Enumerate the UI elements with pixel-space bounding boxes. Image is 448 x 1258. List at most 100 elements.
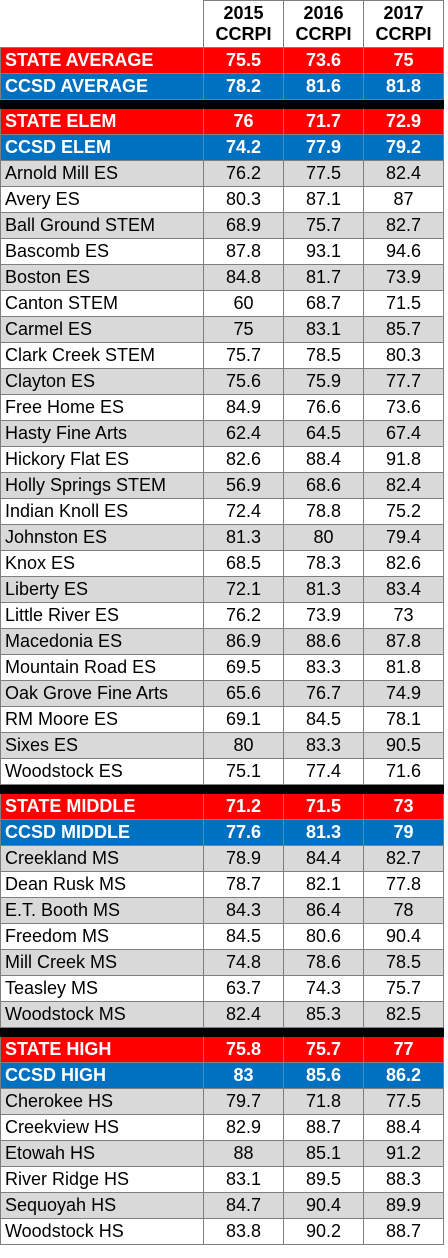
score-cell-2016: 78.5	[283, 342, 364, 369]
score-cell-2015: 82.4	[203, 1001, 284, 1028]
score-cell-2017: 73	[363, 602, 444, 629]
score-cell-2017: 91.8	[363, 446, 444, 473]
school-row: Arnold Mill ES 76.2 77.5 82.4	[0, 160, 444, 187]
row-name-cell: Mountain Road ES	[0, 654, 204, 681]
score-cell-2016: 87.1	[283, 186, 364, 213]
school-row: Holly Springs STEM 56.9 68.6 82.4	[0, 472, 444, 499]
school-row: Oak Grove Fine Arts 65.6 76.7 74.9	[0, 680, 444, 707]
school-row: River Ridge HS 83.1 89.5 88.3	[0, 1166, 444, 1193]
score-cell-2016: 76.7	[283, 680, 364, 707]
score-cell-2015: 75.5	[203, 47, 284, 74]
row-name-cell: CCSD AVERAGE	[0, 73, 204, 100]
score-cell-2017: 77	[363, 1036, 444, 1063]
school-row: Cherokee HS 79.7 71.8 77.5	[0, 1088, 444, 1115]
score-cell-2015: 77.6	[203, 819, 284, 846]
score-cell-2015: 60	[203, 290, 284, 317]
score-cell-2015: 78.2	[203, 73, 284, 100]
row-name-cell: Etowah HS	[0, 1140, 204, 1167]
score-cell-2016: 81.6	[283, 73, 364, 100]
score-cell-2017: 82.4	[363, 160, 444, 187]
row-name-cell: Oak Grove Fine Arts	[0, 680, 204, 707]
school-row: Hasty Fine Arts 62.4 64.5 67.4	[0, 420, 444, 447]
score-cell-2015: 75.7	[203, 342, 284, 369]
score-cell-2015: 86.9	[203, 628, 284, 655]
score-cell-2017: 79.4	[363, 524, 444, 551]
score-cell-2015: 63.7	[203, 975, 284, 1002]
score-cell-2015: 71.2	[203, 793, 284, 820]
score-cell-2015: 74.8	[203, 949, 284, 976]
score-cell-2015: 69.1	[203, 706, 284, 733]
row-name-cell: CCSD MIDDLE	[0, 819, 204, 846]
row-name-cell: RM Moore ES	[0, 706, 204, 733]
score-cell-2017: 90.4	[363, 923, 444, 950]
row-name-cell: STATE MIDDLE	[0, 793, 204, 820]
row-name-cell: Freedom MS	[0, 923, 204, 950]
score-cell-2015: 72.4	[203, 498, 284, 525]
score-cell-2017: 72.9	[363, 108, 444, 135]
score-cell-2016: 71.7	[283, 108, 364, 135]
score-cell-2016: 80	[283, 524, 364, 551]
header-year: 2017	[383, 3, 424, 23]
school-row: Free Home ES 84.9 76.6 73.6	[0, 394, 444, 421]
row-name-cell: Johnston ES	[0, 524, 204, 551]
score-cell-2016: 78.3	[283, 550, 364, 577]
school-row: Clark Creek STEM 75.7 78.5 80.3	[0, 342, 444, 369]
score-cell-2015: 78.7	[203, 871, 284, 898]
school-row: Little River ES 76.2 73.9 73	[0, 602, 444, 629]
score-cell-2017: 78.1	[363, 706, 444, 733]
school-row: RM Moore ES 69.1 84.5 78.1	[0, 706, 444, 733]
header-2017: 2017 CCRPI	[363, 0, 444, 48]
score-cell-2017: 79.2	[363, 134, 444, 161]
section-separator	[0, 1027, 444, 1037]
score-cell-2015: 80	[203, 732, 284, 759]
separator-bar	[0, 99, 444, 109]
score-cell-2015: 76	[203, 108, 284, 135]
row-name-cell: E.T. Booth MS	[0, 897, 204, 924]
school-row: E.T. Booth MS 84.3 86.4 78	[0, 897, 444, 924]
school-row: Woodstock HS 83.8 90.2 88.7	[0, 1218, 444, 1245]
score-cell-2016: 85.1	[283, 1140, 364, 1167]
row-name-cell: Creekview HS	[0, 1114, 204, 1141]
score-cell-2016: 73.6	[283, 47, 364, 74]
row-name-cell: STATE HIGH	[0, 1036, 204, 1063]
header-year: 2016	[303, 3, 344, 23]
row-name-cell: Dean Rusk MS	[0, 871, 204, 898]
row-name-cell: Sixes ES	[0, 732, 204, 759]
score-cell-2016: 68.7	[283, 290, 364, 317]
score-cell-2017: 71.5	[363, 290, 444, 317]
score-cell-2016: 85.6	[283, 1062, 364, 1089]
score-cell-2016: 76.6	[283, 394, 364, 421]
school-row: Woodstock MS 82.4 85.3 82.5	[0, 1001, 444, 1028]
row-name-cell: Sequoyah HS	[0, 1192, 204, 1219]
score-cell-2017: 87.8	[363, 628, 444, 655]
header-label: CCRPI	[375, 24, 432, 44]
state-average-row: STATE ELEM 76 71.7 72.9	[0, 108, 444, 135]
score-cell-2017: 82.7	[363, 212, 444, 239]
score-cell-2017: 67.4	[363, 420, 444, 447]
score-cell-2016: 78.6	[283, 949, 364, 976]
school-row: Mill Creek MS 74.8 78.6 78.5	[0, 949, 444, 976]
score-cell-2017: 73	[363, 793, 444, 820]
school-row: Sequoyah HS 84.7 90.4 89.9	[0, 1192, 444, 1219]
row-name-cell: Woodstock ES	[0, 758, 204, 785]
school-row: Canton STEM 60 68.7 71.5	[0, 290, 444, 317]
score-cell-2015: 76.2	[203, 160, 284, 187]
score-cell-2016: 71.5	[283, 793, 364, 820]
score-cell-2016: 71.8	[283, 1088, 364, 1115]
score-cell-2015: 68.5	[203, 550, 284, 577]
score-cell-2016: 81.3	[283, 576, 364, 603]
row-name-cell: Ball Ground STEM	[0, 212, 204, 239]
score-cell-2017: 80.3	[363, 342, 444, 369]
score-cell-2017: 81.8	[363, 73, 444, 100]
score-cell-2016: 77.4	[283, 758, 364, 785]
school-row: Macedonia ES 86.9 88.6 87.8	[0, 628, 444, 655]
school-row: Bascomb ES 87.8 93.1 94.6	[0, 238, 444, 265]
score-cell-2017: 90.5	[363, 732, 444, 759]
row-name-cell: CCSD ELEM	[0, 134, 204, 161]
score-cell-2016: 73.9	[283, 602, 364, 629]
header-2015: 2015 CCRPI	[203, 0, 284, 48]
score-cell-2017: 91.2	[363, 1140, 444, 1167]
score-cell-2015: 83.1	[203, 1166, 284, 1193]
score-cell-2017: 75.2	[363, 498, 444, 525]
